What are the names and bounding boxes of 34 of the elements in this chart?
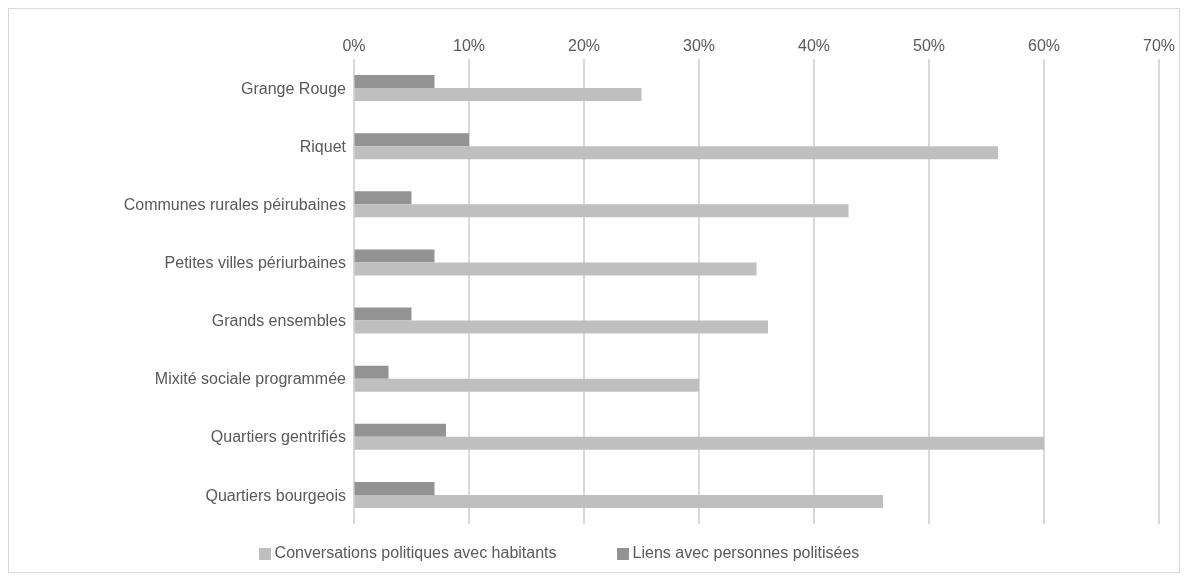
bar [354,249,435,263]
bar [354,75,435,88]
x-tick-label: 20% [567,37,601,54]
x-tick-label: 10% [452,37,486,54]
bar [354,378,699,392]
legend-label: Liens avec personnes politisées [632,544,860,561]
y-tick-label: Communes rurales péirubaines [123,195,346,213]
bar [354,191,412,205]
y-tick-label: Quartiers bourgeois [205,486,346,504]
y-tick-label: Mixité sociale programmée [154,370,347,388]
x-tick-label: 50% [912,37,946,54]
y-tick-label: Petites villes périurbaines [164,254,346,272]
bar [354,146,998,160]
bar [354,436,1044,450]
x-tick-label: 30% [682,37,716,54]
bar [354,204,849,218]
y-tick-label: Riquet [299,137,347,155]
y-tick-label: Quartiers gentrifiés [210,428,346,446]
bar [354,320,768,334]
x-tick-label: 0% [342,37,366,54]
bar [354,365,389,379]
y-tick-label: Grands ensembles [211,312,346,330]
x-tick-label: 40% [797,37,831,54]
bar [354,494,883,508]
bar [354,262,757,276]
y-tick-label: Grange Rouge [241,79,347,97]
legend-label: Conversations politiques avec habitants [274,544,557,561]
bar [354,133,469,147]
bar [354,481,435,495]
x-tick-label: 70% [1142,37,1176,54]
bar [354,88,642,101]
bar [354,307,412,321]
bar [354,423,446,437]
x-tick-label: 60% [1027,37,1061,54]
